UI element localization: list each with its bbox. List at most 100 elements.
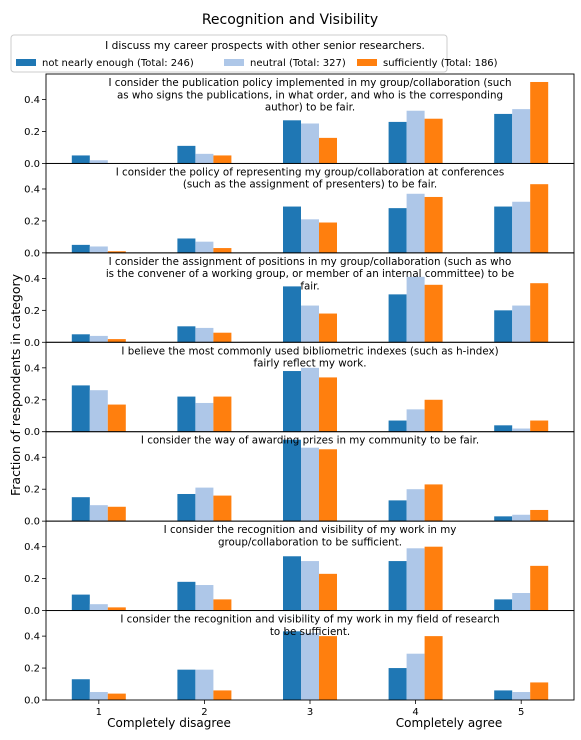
bar-panel3-series3-cat4 bbox=[424, 284, 443, 343]
bar-panel7-series1-cat4 bbox=[388, 668, 407, 700]
bar-panel4-series1-cat5 bbox=[494, 425, 513, 432]
panel-title-line: I consider the policy of representing my… bbox=[116, 166, 504, 178]
y-tick-label: 0.0 bbox=[24, 696, 40, 707]
y-tick-label: 0.0 bbox=[24, 338, 40, 349]
bar-panel7-series3-cat2 bbox=[213, 690, 232, 700]
bar-panel3-series3-cat1 bbox=[107, 339, 126, 343]
bar-panel6-series1-cat5 bbox=[494, 599, 513, 611]
bar-panel5-series1-cat5 bbox=[494, 516, 513, 522]
y-tick-label: 0.0 bbox=[24, 248, 40, 259]
bar-panel7-series1-cat2 bbox=[177, 669, 196, 700]
bar-panel5-series3-cat1 bbox=[107, 506, 126, 522]
bar-panel5-series2-cat3 bbox=[301, 447, 319, 522]
bar-panel1-series1-cat2 bbox=[177, 145, 196, 164]
panels: 0.0 0.2 0.4 I consider the publication poli… bbox=[24, 73, 575, 707]
panel-title-line: I consider the recognition and visibilit… bbox=[164, 524, 457, 536]
y-tick-label: 0.4 bbox=[24, 274, 40, 285]
y-tick-label: 0.0 bbox=[24, 517, 40, 528]
bar-panel6-series2-cat1 bbox=[89, 604, 108, 611]
bar-panel1-series3-cat2 bbox=[213, 155, 232, 164]
bar-panel7-series2-cat4 bbox=[406, 653, 425, 700]
bar-panel7-series1-cat1 bbox=[71, 679, 90, 700]
panel-title-line: I consider the recognition and visibilit… bbox=[120, 614, 499, 626]
panel-title-line: as who signs the publications, in what o… bbox=[117, 89, 503, 101]
bar-panel2-series1-cat3 bbox=[283, 206, 301, 253]
bar-panel6-series3-cat4 bbox=[424, 546, 443, 611]
y-tick-label: 0.0 bbox=[24, 606, 40, 617]
bar-panel3-series2-cat1 bbox=[89, 335, 108, 343]
x-axis: 1 2 3 4 5 bbox=[96, 700, 524, 718]
bar-panel6-series1-cat2 bbox=[177, 581, 196, 611]
panel-title-line: (such as the assignment of presenters) t… bbox=[183, 179, 437, 191]
bar-panel3-series2-cat2 bbox=[195, 327, 214, 343]
y-tick-label: 0.4 bbox=[24, 95, 40, 106]
bar-panel3-series1-cat4 bbox=[388, 294, 407, 343]
bar-panel2-series3-cat5 bbox=[530, 184, 549, 253]
bar-panel5-series3-cat3 bbox=[319, 449, 337, 522]
bar-panel4-series1-cat3 bbox=[283, 371, 301, 432]
y-tick-label: 0.4 bbox=[24, 184, 40, 195]
bar-panel6-series3-cat2 bbox=[213, 599, 232, 611]
bar-panel7-series3-cat3 bbox=[319, 636, 337, 700]
y-tick-label: 0.2 bbox=[24, 306, 40, 317]
bar-panel2-series2-cat5 bbox=[512, 201, 531, 253]
legend-swatch-neutral bbox=[224, 59, 244, 66]
bar-panel4-series1-cat2 bbox=[177, 396, 196, 432]
bar-panel7-series1-cat3 bbox=[283, 631, 301, 700]
bar-panel3-series1-cat2 bbox=[177, 326, 196, 343]
x-tick-label: 2 bbox=[201, 707, 207, 718]
panel-title-line: I believe the most commonly used bibliom… bbox=[121, 345, 498, 357]
bar-panel4-series3-cat4 bbox=[424, 399, 443, 432]
bar-panel4-series1-cat4 bbox=[388, 420, 407, 432]
y-tick-label: 0.2 bbox=[24, 574, 40, 585]
bar-panel2-series2-cat3 bbox=[301, 219, 319, 253]
bar-panel5-series2-cat1 bbox=[89, 505, 108, 522]
panel-7: 0.0 0.2 0.4 I consider the recognition and … bbox=[24, 610, 575, 707]
panel-4: 0.0 0.2 0.4 I believe the most commonly use… bbox=[24, 341, 575, 438]
bar-panel7-series2-cat3 bbox=[301, 632, 319, 700]
legend-title: I discuss my career prospects with other… bbox=[105, 40, 425, 52]
y-tick-label: 0.2 bbox=[24, 664, 40, 675]
bar-panel7-series2-cat1 bbox=[89, 692, 108, 700]
bar-panel2-series2-cat4 bbox=[406, 193, 425, 253]
y-tick-label: 0.0 bbox=[24, 159, 40, 170]
bar-panel5-series3-cat2 bbox=[213, 495, 232, 522]
bar-panel1-series1-cat5 bbox=[494, 113, 513, 164]
legend-label-sufficiently: sufficiently (Total: 186) bbox=[383, 58, 498, 69]
panel-5: 0.0 0.2 0.4 I consider the way of awarding … bbox=[24, 431, 575, 528]
bar-panel2-series1-cat5 bbox=[494, 206, 513, 253]
bar-panel1-series3-cat5 bbox=[530, 81, 549, 164]
bar-panel1-series2-cat3 bbox=[301, 123, 319, 164]
panel-title-line: I consider the publication policy implem… bbox=[108, 77, 511, 89]
bar-panel6-series1-cat1 bbox=[71, 594, 90, 611]
bar-panel4-series2-cat3 bbox=[301, 367, 319, 432]
bar-panel6-series2-cat2 bbox=[195, 585, 214, 611]
x-label-left: Completely disagree bbox=[107, 716, 231, 730]
bar-panel2-series3-cat2 bbox=[213, 248, 232, 253]
bar-panel5-series1-cat3 bbox=[283, 439, 301, 522]
bar-panel2-series1-cat2 bbox=[177, 238, 196, 253]
chart-title: Recognition and Visibility bbox=[202, 12, 378, 28]
bar-panel4-series2-cat2 bbox=[195, 402, 214, 432]
bar-panel4-series2-cat4 bbox=[406, 409, 425, 432]
bar-panel6-series2-cat5 bbox=[512, 593, 531, 611]
bar-panel4-series1-cat1 bbox=[71, 385, 90, 432]
bar-panel5-series2-cat5 bbox=[512, 514, 531, 522]
bar-panel5-series1-cat4 bbox=[388, 500, 407, 522]
bar-panel1-series2-cat2 bbox=[195, 153, 214, 164]
y-tick-label: 0.4 bbox=[24, 453, 40, 464]
bar-panel4-series3-cat5 bbox=[530, 420, 549, 432]
y-tick-label: 0.2 bbox=[24, 127, 40, 138]
bar-panel7-series2-cat2 bbox=[195, 669, 214, 700]
x-tick-label: 3 bbox=[307, 707, 313, 718]
bar-panel2-series2-cat2 bbox=[195, 241, 214, 253]
bar-panel2-series3-cat3 bbox=[319, 222, 337, 253]
bar-panel6-series2-cat3 bbox=[301, 561, 319, 611]
bar-panel3-series1-cat3 bbox=[283, 286, 301, 343]
bar-panel4-series3-cat1 bbox=[107, 404, 126, 432]
bar-panel3-series1-cat5 bbox=[494, 310, 513, 343]
bar-panel1-series2-cat1 bbox=[89, 160, 108, 164]
panel-title-line: author) to be fair. bbox=[265, 102, 355, 114]
y-tick-label: 0.0 bbox=[24, 427, 40, 438]
